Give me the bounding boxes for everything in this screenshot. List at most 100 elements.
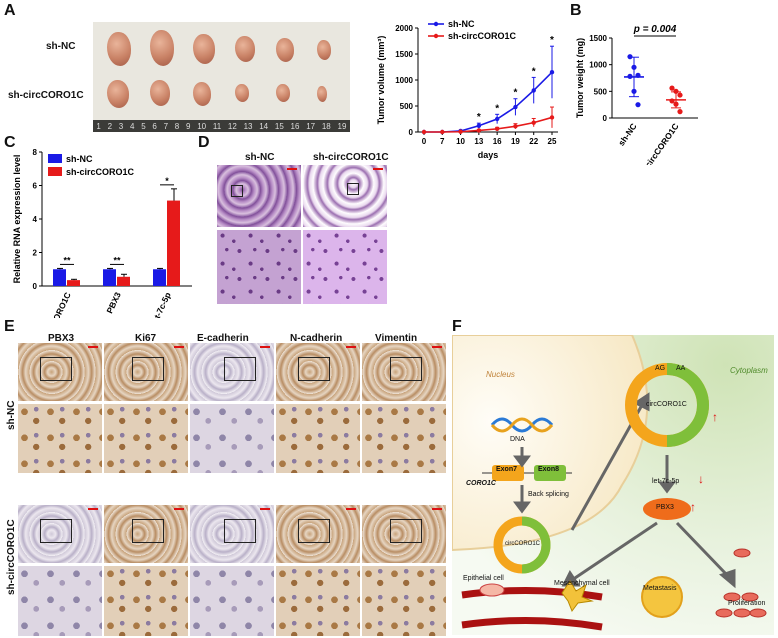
ruler-number: 6 [152, 121, 157, 131]
ruler-number: 12 [227, 121, 237, 131]
y-tick-label: 0 [603, 114, 608, 123]
ihc-zoom-image-n-cadherin-circ [276, 566, 360, 636]
zoom-box [390, 519, 422, 543]
significance-mark: * [532, 66, 536, 77]
ruler-number: 15 [274, 121, 284, 131]
y-tick-label: 0 [33, 282, 38, 291]
legend-label: sh-NC [448, 19, 475, 29]
ruler-number: 14 [259, 121, 269, 131]
bar [117, 276, 130, 286]
x-tick-label: 16 [493, 137, 502, 146]
legend-swatch [48, 167, 62, 176]
y-axis-label: Relative RNA expression level [12, 155, 22, 284]
legend-label: sh-NC [66, 154, 93, 164]
panel-label-d: D [198, 134, 210, 151]
ihc-image-n-cadherin-circ [276, 505, 360, 563]
circ-up-arrow: ↑ [712, 410, 718, 424]
y-tick-label: 2 [33, 249, 38, 258]
significance-mark: ** [113, 255, 121, 265]
y-tick-label: 4 [33, 215, 38, 224]
y-tick-label: 1500 [589, 34, 607, 43]
ihc-zoom-image-vimentin-nc [362, 404, 446, 473]
x-tick-label: 19 [511, 137, 520, 146]
pbx3-up-arrow: ↑ [690, 500, 696, 514]
ihc-image-vimentin-nc [362, 343, 446, 401]
data-point [635, 102, 641, 108]
ruler-number: 7 [163, 121, 169, 131]
cytoplasm-label: Cytoplasm [730, 366, 768, 375]
x-tick-label: 13 [474, 137, 483, 146]
scale-bar [346, 508, 356, 510]
zoom-box [298, 519, 330, 543]
y-tick-label: 1000 [589, 61, 607, 70]
y-axis-label: Tumor weight (mg) [575, 38, 585, 118]
zoom-box [224, 519, 256, 543]
series-point [513, 124, 518, 129]
bar [67, 280, 80, 286]
zoom-box [224, 357, 256, 381]
panel-label-a: A [4, 2, 16, 19]
legend-marker [433, 33, 439, 39]
ihc-image-pbx3-circ [18, 505, 102, 563]
series-point [494, 116, 500, 122]
scale-bar [88, 346, 98, 348]
ruler: 1 2 3 4 5 6 7 8 9 10 11 12 13 14 15 16 17 18 19 [93, 120, 350, 132]
legend-swatch [48, 154, 62, 163]
ruler-number: 17 [306, 121, 316, 131]
big-circ-label: circCORO1C [646, 401, 687, 408]
ruler-number: 10 [197, 121, 207, 131]
x-tick-label: 7 [440, 137, 445, 146]
bar [103, 269, 116, 286]
scale-bar [432, 346, 442, 348]
data-point [631, 88, 637, 94]
dna-label: DNA [510, 436, 525, 443]
data-point [627, 73, 633, 79]
ag-label: AG [655, 365, 666, 372]
back-splicing-label: Back splicing [528, 491, 569, 498]
significance-mark: * [550, 35, 554, 46]
panel-label-e: E [4, 318, 15, 335]
series-point [513, 104, 518, 110]
y-tick-label: 500 [594, 87, 608, 96]
aa-label: AA [676, 365, 686, 372]
he-image-circ [303, 165, 387, 227]
significance-mark: * [513, 88, 517, 99]
ihc-image-ki67-circ [104, 505, 188, 563]
y-tick-label: 0 [409, 128, 414, 137]
he-col-label-circ: sh-circCORO1C [313, 152, 389, 163]
exon8-gene-label: Exon8 [538, 466, 560, 473]
proliferation-label: Proliferation [728, 600, 766, 607]
data-point [677, 92, 683, 98]
he-zoom-nc [217, 230, 301, 304]
x-tick-label: 22 [529, 137, 538, 146]
data-point [677, 109, 683, 115]
tumor-row-label-circ: sh-circCORO1C [8, 90, 84, 101]
tumor-weight-chart: 0 500 1000 1500 Tumor weight (mg) sh-NCsh-cir… [575, 24, 698, 165]
metastasis-label: Metastasis [643, 585, 677, 592]
ruler-number: 9 [186, 121, 191, 131]
significance-mark: * [165, 176, 169, 186]
exon7-gene-label: Exon7 [496, 466, 518, 473]
zoom-box [390, 357, 422, 381]
he-zoom-circ [303, 230, 387, 304]
gene-name-label: CORO1C [466, 480, 496, 487]
ruler-number: 2 [107, 121, 113, 131]
ruler-number: 4 [129, 121, 135, 131]
y-tick-label: 1500 [395, 50, 413, 59]
mechanism-schematic [452, 335, 774, 635]
epithelial-label: Epithelial cell [463, 575, 504, 582]
series-point [476, 123, 482, 128]
x-tick-label: 0 [422, 137, 427, 146]
scale-bar [174, 508, 184, 510]
y-tick-label: 1000 [395, 76, 413, 85]
data-point [669, 98, 675, 104]
ihc-col-ki67: Ki67 [135, 333, 157, 344]
significance-mark: * [495, 103, 499, 114]
ihc-col-ecadherin: E-cadherin [197, 333, 249, 344]
ihc-image-e-cadherin-circ [190, 505, 274, 563]
mirna-label: let-7c-5p [652, 478, 680, 485]
series-line-1 [424, 116, 553, 133]
category-label: sh-NC [616, 121, 639, 147]
ruler-number: 1 [96, 121, 101, 131]
ihc-row-label-circ: sh-circCORO1C [6, 519, 17, 595]
